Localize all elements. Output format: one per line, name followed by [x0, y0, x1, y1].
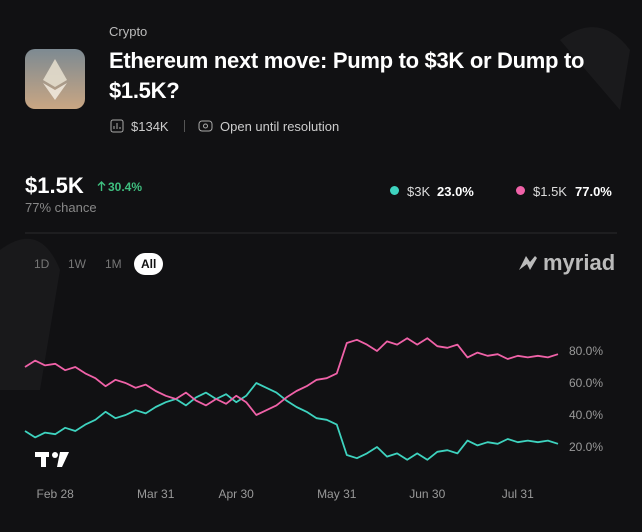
x-tick-label: May 31 — [317, 487, 357, 501]
price: $1.5K — [25, 173, 84, 198]
tv-logo — [35, 452, 69, 467]
series-line — [24, 382, 559, 461]
y-tick-label: 80.0% — [569, 344, 603, 358]
volume-icon — [110, 119, 124, 133]
bg-shape — [0, 238, 60, 390]
up-arrow — [97, 181, 106, 191]
x-tick-label: Mar 31 — [137, 487, 175, 501]
range-button[interactable]: 1W — [68, 257, 86, 271]
y-tick-label: 60.0% — [569, 376, 603, 390]
series-line — [24, 337, 559, 416]
x-tick-label: Feb 28 — [36, 487, 74, 501]
legend-value: 23.0% — [437, 184, 474, 199]
range-button[interactable]: 1M — [105, 257, 122, 271]
legend-label: $3K — [407, 184, 431, 199]
range-button[interactable]: 1D — [34, 257, 50, 271]
market-image — [25, 49, 85, 109]
eth-icon — [43, 59, 67, 100]
bg-shape — [560, 27, 630, 111]
legend-label: $1.5K — [533, 184, 567, 199]
y-tick-label: 40.0% — [569, 408, 603, 422]
separator — [184, 120, 185, 132]
legend-dot — [390, 186, 399, 195]
x-tick-label: Jul 31 — [502, 487, 534, 501]
legend-dot — [516, 186, 525, 195]
status-icon — [198, 120, 213, 132]
chance: 77% chance — [25, 200, 97, 215]
x-tick-label: Jun 30 — [409, 487, 445, 501]
change: 30.4% — [108, 180, 143, 194]
volume: $134K — [131, 119, 169, 134]
x-tick-label: Apr 30 — [219, 487, 255, 501]
status: Open until resolution — [220, 119, 340, 134]
title: Ethereum next move: Pump to $3K or Dump … — [109, 48, 585, 103]
y-tick-label: 20.0% — [569, 440, 603, 454]
range-button[interactable]: All — [134, 253, 164, 275]
brand-icon — [519, 256, 537, 270]
category: Crypto — [109, 24, 148, 39]
legend-value: 77.0% — [575, 184, 612, 199]
brand: myriad — [543, 250, 616, 275]
